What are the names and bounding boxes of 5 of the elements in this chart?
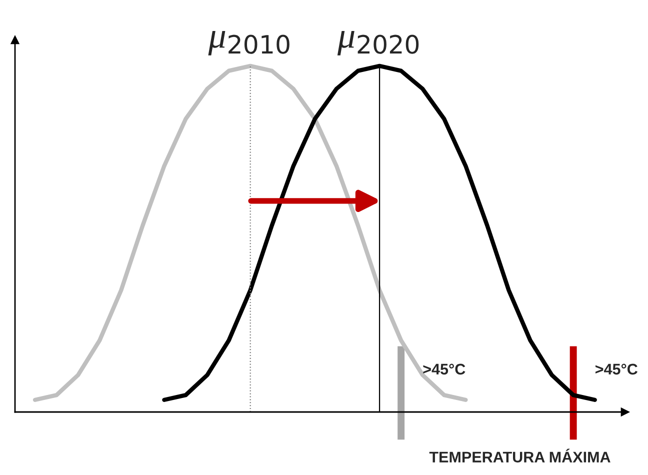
text: μ$_{2010}$ (208, 31, 290, 56)
text: TEMPERATURA MÁXIMA (429, 448, 610, 462)
text: μ$_{2020}$ (337, 31, 419, 56)
annotation: >45°C (595, 364, 638, 375)
annotation: >45°C (423, 364, 466, 375)
